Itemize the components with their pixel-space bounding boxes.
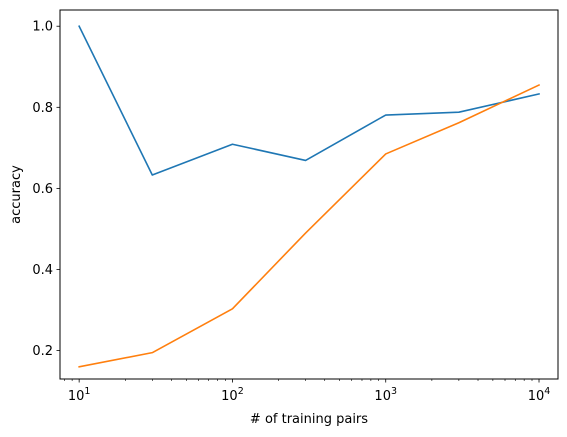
x-axis-label: # of training pairs	[250, 412, 368, 427]
y-axis-ticks: 0.2 0.4 0.6 0.8 1.0	[32, 20, 60, 359]
series-line-1	[78, 25, 540, 176]
x-tick-label: 101	[68, 386, 91, 404]
series-line-2	[78, 83, 541, 368]
series-layer	[78, 25, 541, 368]
y-tick-label: 0.2	[32, 344, 53, 359]
y-tick-label: 1.0	[32, 20, 53, 35]
y-tick-label: 0.8	[32, 101, 53, 116]
x-tick-label: 104	[528, 386, 551, 404]
plot-background	[60, 10, 558, 379]
plot-frame	[59, 9, 559, 380]
y-axis-label: accuracy	[9, 165, 24, 224]
x-axis-ticks: 101 102 103 104	[63, 379, 551, 404]
y-tick-label: 0.4	[32, 263, 53, 278]
y-tick-label: 0.6	[32, 182, 53, 197]
x-tick-label: 102	[221, 386, 244, 404]
x-tick-label: 103	[374, 386, 397, 404]
